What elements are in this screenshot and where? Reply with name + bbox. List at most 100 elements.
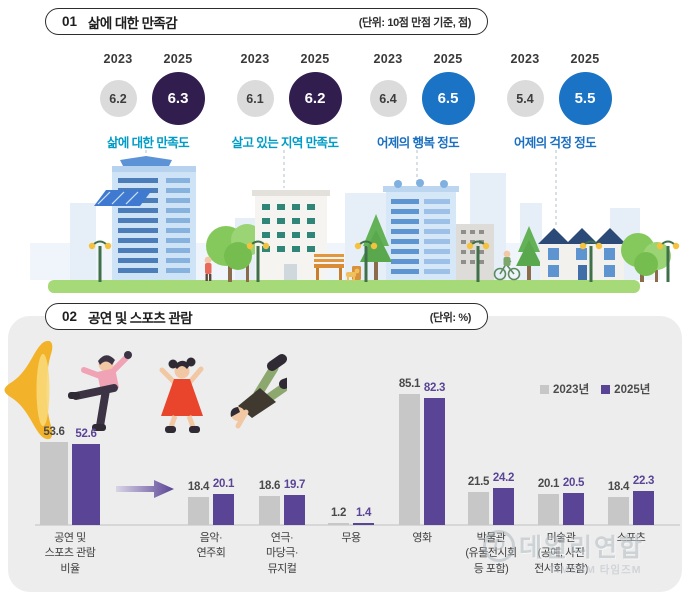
section1-number: 01 [62,14,78,29]
section2-number: 02 [62,309,78,324]
value-label-2025-1: 20.1 [212,478,235,491]
bar-2023-5 [468,491,489,525]
metric-label: 살고 있는 지역 만족도 [231,136,339,150]
value-circle-2023: 6.4 [369,80,407,117]
value-circle-2025: 6.2 [288,72,342,125]
dancer-breakdance [230,354,287,429]
bar-2023-6 [538,494,559,525]
value-circle-2023: 6.1 [236,80,274,117]
category-label-4: 영화 [412,532,432,544]
metric-happiness: 2023 6.4 2025 6.5 어제의 행복 정도 [354,52,482,151]
value-label-2025-0: 52.6 [75,427,97,440]
trend-arrow-icon [116,480,174,498]
legend-swatch-2023 [540,384,549,394]
year-label-2023: 2023 [373,52,403,66]
category-label-3: 무용 [341,532,361,544]
pine-tree-2 [516,226,542,280]
metric-area-satisfaction: 2023 6.1 2025 6.2 살고 있는 지역 만족도 [221,52,349,151]
category-label-0: 공연 및 스포츠 관람 비율 [44,532,96,575]
bar-2023-0 [40,442,68,525]
legend-label-2025: 2025년 [614,384,651,396]
section2-unit: (단위: %) [429,311,472,324]
legend-item-2023: 2023년 [540,381,589,397]
bar-2025-3 [353,522,374,525]
chart-legend: 2023년 2025년 [540,381,650,397]
year-label-2023: 2023 [240,52,270,66]
grass-strip [48,280,640,293]
year-label-2025: 2025 [300,52,330,66]
value-circle-2025: 6.3 [151,72,205,125]
bench [314,254,344,280]
value-label-2025-7: 22.3 [632,474,655,487]
bar-2023-7 [608,496,629,525]
legend-item-2025: 2025년 [601,381,650,397]
value-circle-2023: 5.4 [506,80,544,117]
tree-cluster-right [621,233,671,282]
bar-2025-1 [213,494,234,525]
dancer-pink [68,351,132,431]
metric-worry: 2023 5.4 2025 5.5 어제의 걱정 정도 [491,52,619,151]
dog-figure [346,268,360,281]
year-label-2025: 2025 [570,52,600,66]
value-label-2025-3: 1.4 [355,506,372,519]
value-circle-2025: 6.5 [421,72,475,125]
legend-swatch-2025 [601,384,611,394]
value-label-2023-3: 1.2 [330,507,347,519]
cyclist-body [503,257,511,266]
bar-2023-2 [259,496,280,525]
year-label-2025: 2025 [163,52,193,66]
year-label-2025: 2025 [433,52,463,66]
cyclist-head [503,250,511,258]
bar-2023-3 [328,523,349,525]
dancers-illustration [68,351,287,433]
section1-header: 01 삶에 대한 만족감 (단위: 10점 만점 기준, 점) [45,8,488,35]
bar-2023-1 [188,496,209,525]
category-label-1: 음악· 연주회 [196,532,226,560]
metric-life-satisfaction: 2023 6.2 2025 6.3 삶에 대한 만족도 [84,52,212,151]
bar-2025-0 [72,443,100,525]
section1-unit: (단위: 10점 만점 기준, 점) [358,16,472,29]
category-label-2: 연극· 마당극· 뮤지컬 [265,532,299,575]
section2-header: 02 공연 및 스포츠 관람 (단위: %) [45,303,488,330]
value-label-2023-1: 18.4 [187,480,210,493]
building-tall-center [383,179,459,280]
value-label-2023-4: 85.1 [398,377,421,390]
value-label-2025-6: 20.5 [562,477,585,490]
building-tall-left [94,156,196,280]
bar-2025-2 [284,494,305,525]
megaphone-icon [4,340,53,440]
city-illustration [30,150,680,293]
section2-title: 공연 및 스포츠 관람 [88,310,193,326]
bar-2025-6 [563,493,584,525]
value-label-2023-2: 18.6 [258,480,281,493]
pedestrian-figure [204,256,212,281]
bar-2025-5 [493,487,514,525]
value-label-2025-2: 19.7 [283,478,306,491]
dancer-red-dress [159,357,204,433]
value-label-2023-0: 53.6 [43,426,65,439]
value-circle-2023: 6.2 [99,80,137,117]
year-label-2023: 2023 [510,52,540,66]
value-circle-2025: 5.5 [558,72,612,125]
metric-label: 어제의 행복 정도 [376,136,460,150]
legend-label-2023: 2023년 [553,384,590,396]
bar-2025-4 [424,398,445,525]
value-label-2023-6: 20.1 [537,478,560,491]
metric-label: 삶에 대한 만족도 [106,136,190,150]
building-gray [456,224,494,280]
rowhouses [538,228,626,280]
value-label-2025-4: 82.3 [423,382,446,395]
metric-label: 어제의 걱정 정도 [513,136,597,150]
category-label-7: 스포츠 [616,532,646,544]
street-lamps [88,240,680,282]
bar-2023-4 [399,393,420,525]
year-label-2023: 2023 [103,52,133,66]
value-label-2023-5: 21.5 [467,475,490,488]
chart-baseline [35,524,680,526]
category-label-6: 미술관 (공예, 사진 전시회 포함) [534,532,588,575]
value-label-2025-5: 24.2 [492,471,515,484]
bar-2025-7 [633,490,654,525]
value-label-2023-7: 18.4 [607,480,630,493]
section1-title: 삶에 대한 만족감 [88,15,178,31]
